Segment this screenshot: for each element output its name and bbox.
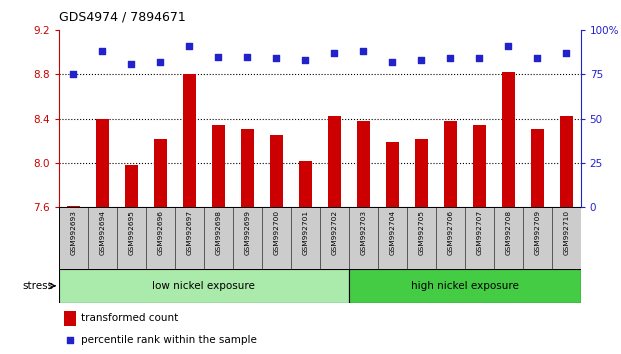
Point [271,56,281,61]
Point [127,61,137,67]
Point [474,56,484,61]
Text: transformed count: transformed count [81,313,178,323]
Bar [270,135,283,207]
Point [561,50,571,56]
Text: GSM992699: GSM992699 [245,210,250,255]
Text: GSM992703: GSM992703 [360,210,366,255]
Point [503,43,513,49]
Bar [560,116,573,207]
Text: GSM992707: GSM992707 [476,210,482,255]
Point [388,59,397,65]
Text: GSM992698: GSM992698 [215,210,221,255]
Text: percentile rank within the sample: percentile rank within the sample [81,335,256,345]
Point [68,72,78,77]
Bar [67,206,80,207]
Text: GSM992705: GSM992705 [419,210,424,255]
Point [214,54,224,59]
Point [184,43,194,49]
Text: stress: stress [22,281,53,291]
Bar [386,142,399,207]
Point [97,48,107,54]
Point [532,56,542,61]
Bar [64,311,76,326]
Bar [356,121,370,207]
Text: GSM992702: GSM992702 [332,210,337,255]
Bar [125,165,138,207]
Bar [443,121,456,207]
Text: GSM992704: GSM992704 [389,210,395,255]
Bar [183,74,196,207]
Text: GSM992701: GSM992701 [302,210,308,255]
Text: GSM992697: GSM992697 [186,210,193,255]
Bar [241,129,254,207]
Point [65,337,75,343]
Point [416,57,426,63]
Bar [59,269,349,303]
Text: GSM992694: GSM992694 [99,210,106,255]
Bar [299,161,312,207]
Bar [212,125,225,207]
Text: GSM992693: GSM992693 [71,210,76,255]
Point [242,54,252,59]
Bar [415,138,428,207]
Bar [328,116,341,207]
Text: GSM992696: GSM992696 [158,210,163,255]
Bar [502,72,515,207]
Bar [473,125,486,207]
Text: GSM992706: GSM992706 [447,210,453,255]
Point [155,59,165,65]
Text: GSM992710: GSM992710 [563,210,569,255]
Bar [349,269,581,303]
Point [301,57,310,63]
Text: GSM992695: GSM992695 [129,210,134,255]
Bar [154,138,167,207]
Point [358,48,368,54]
Text: GSM992700: GSM992700 [273,210,279,255]
Text: GSM992709: GSM992709 [534,210,540,255]
Bar [530,129,544,207]
Text: GSM992708: GSM992708 [505,210,511,255]
Bar [96,119,109,207]
Text: low nickel exposure: low nickel exposure [153,281,255,291]
Text: GDS4974 / 7894671: GDS4974 / 7894671 [59,10,186,23]
Point [329,50,339,56]
Text: high nickel exposure: high nickel exposure [410,281,519,291]
Point [445,56,455,61]
